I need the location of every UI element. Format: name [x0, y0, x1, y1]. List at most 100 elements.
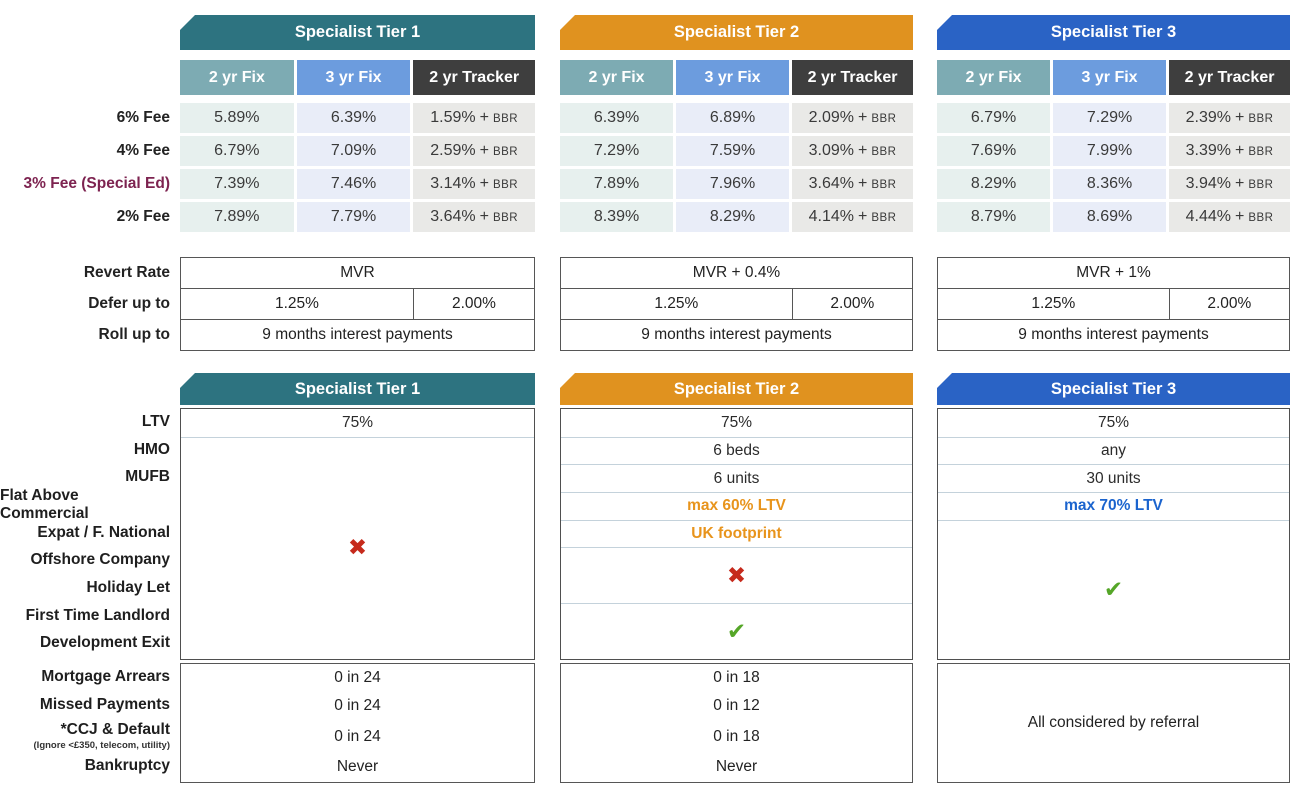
defer-value-2: 2.00%: [452, 295, 496, 312]
missed-payments-value: 0 in 24: [334, 697, 381, 714]
bankruptcy-label: Bankruptcy: [84, 757, 170, 774]
column-header-2yr-tracker: 2 yr Tracker: [413, 60, 536, 95]
roll-up-value: 9 months interest payments: [561, 319, 912, 350]
fee-row-label: 4% Fee: [116, 142, 170, 159]
rate-cell: 7.09%: [296, 136, 411, 166]
tier2-rates-table: Specialist Tier 2 2 yr Fix 3 yr Fix 2 yr…: [560, 15, 913, 232]
rate-cell: 8.29%: [937, 169, 1051, 199]
rate-row: 7.29% 7.59% 3.09% + BBR: [560, 136, 913, 166]
rate-cell: 6.79%: [937, 103, 1051, 133]
tier2-adverse-table: 0 in 18 0 in 12 0 in 18 Never: [560, 663, 913, 783]
tier2-criteria-merged-cross: ✖: [561, 547, 912, 602]
criteria-row-label: HMO: [133, 440, 170, 458]
fee-row-label: 2% Fee: [116, 208, 170, 225]
mortgage-arrears-value: 0 in 24: [334, 669, 381, 686]
revert-rate-value: MVR + 1%: [1076, 264, 1151, 281]
defer-value-1: 1.25%: [938, 289, 1170, 319]
ccj-note: (Ignore <£350, telecom, utility): [33, 739, 170, 751]
column-header-2yr-tracker: 2 yr Tracker: [792, 60, 913, 95]
rates-section: 6% Fee 4% Fee 3% Fee (Special Ed) 2% Fee…: [0, 15, 1300, 235]
expat-f-national-value: UK footprint: [561, 519, 912, 548]
adverse-referral-value: All considered by referral: [1027, 714, 1200, 731]
tier3-criteria-table: 75% any 30 units max 70% LTV ✔: [937, 408, 1290, 660]
check-icon: ✔: [1103, 576, 1124, 602]
tier3-rates-table: Specialist Tier 3 2 yr Fix 3 yr Fix 2 yr…: [937, 15, 1290, 232]
defer-value-1: 1.25%: [181, 289, 414, 319]
defer-row: 1.25% 2.00%: [181, 288, 534, 319]
tier2-criteria-merged-check: ✔: [561, 602, 912, 658]
rate-cell: 6.89%: [676, 103, 790, 133]
rate-row: 6.39% 6.89% 2.09% + BBR: [560, 103, 913, 133]
rate-cell-tracker: 4.44% + BBR: [1169, 202, 1290, 232]
mortgage-arrears-label: Mortgage Arrears: [41, 668, 170, 685]
tier1-adverse-table: 0 in 24 0 in 24 0 in 24 Never: [180, 663, 535, 783]
rate-cell-tracker: 2.39% + BBR: [1169, 103, 1290, 133]
hmo-value: any: [938, 436, 1289, 465]
rate-cell: 7.89%: [180, 202, 294, 232]
rate-cell: 7.96%: [676, 169, 790, 199]
revert-label-gutter: Revert Rate Defer up to Roll up to: [0, 257, 180, 351]
fee-row-label: 6% Fee: [116, 109, 170, 126]
roll-up-value: 9 months interest payments: [938, 319, 1289, 350]
tier3-revert-table: MVR + 1% 1.25% 2.00% 9 months interest p…: [937, 257, 1290, 351]
column-header-3yr-fix: 3 yr Fix: [1053, 60, 1167, 95]
criteria-row-label: Flat Above Commercial: [0, 486, 89, 522]
rate-row: 6.79% 7.29% 2.39% + BBR: [937, 103, 1290, 133]
rate-cell-tracker: 4.14% + BBR: [792, 202, 913, 232]
rate-cell: 8.79%: [937, 202, 1051, 232]
mortgage-arrears-value: 0 in 18: [713, 669, 760, 686]
defer-value-1: 1.25%: [561, 289, 793, 319]
revert-rate-value: MVR: [340, 264, 375, 281]
criteria-row-label: MUFB: [125, 468, 170, 486]
criteria-row-label: LTV: [141, 412, 170, 430]
tier2-header: Specialist Tier 2: [560, 15, 913, 50]
mufb-value: 30 units: [938, 464, 1289, 492]
rate-cell-tracker: 3.14% + BBR: [413, 169, 536, 199]
adverse-label-gutter: Mortgage Arrears Missed Payments *CCJ & …: [0, 663, 180, 780]
criteria-row-label: Holiday Let: [86, 578, 170, 596]
product-column-headers: 2 yr Fix 3 yr Fix 2 yr Tracker: [937, 60, 1290, 95]
defer-value-2: 2.00%: [1207, 295, 1252, 312]
criteria-row-label: Offshore Company: [30, 551, 170, 569]
column-header-3yr-fix: 3 yr Fix: [676, 60, 790, 95]
rate-cell: 6.39%: [296, 103, 411, 133]
rate-cell: 7.39%: [180, 169, 294, 199]
criteria-label-gutter: LTV HMO MUFB Flat Above Commercial Expat…: [0, 373, 180, 657]
roll-up-value: 9 months interest payments: [181, 319, 534, 350]
rate-cell: 7.29%: [1053, 103, 1167, 133]
rate-row: 6.79% 7.09% 2.59% + BBR: [180, 136, 536, 166]
flat-above-commercial-value: max 70% LTV: [938, 492, 1289, 520]
ccj-default-value: 0 in 24: [334, 727, 381, 745]
rate-cell: 8.29%: [676, 202, 790, 232]
criteria-row-label: Expat / F. National: [37, 523, 170, 541]
rate-cell-tracker: 3.39% + BBR: [1169, 136, 1290, 166]
defer-row: 1.25% 2.00%: [938, 288, 1289, 319]
rates-label-gutter: 6% Fee 4% Fee 3% Fee (Special Ed) 2% Fee: [0, 15, 180, 235]
missed-payments-value: 0 in 12: [713, 697, 760, 714]
tier2-criteria-table: 75% 6 beds 6 units max 60% LTV UK footpr…: [560, 408, 913, 660]
criteria-row-label: Development Exit: [39, 634, 170, 652]
rate-row: 5.89% 6.39% 1.59% + BBR: [180, 103, 536, 133]
rate-cell: 7.29%: [560, 136, 674, 166]
rate-row: 7.89% 7.79% 3.64% + BBR: [180, 202, 536, 232]
adverse-section: Mortgage Arrears Missed Payments *CCJ & …: [0, 663, 1300, 783]
rate-cell: 8.69%: [1053, 202, 1167, 232]
rate-cell: 8.39%: [560, 202, 674, 232]
tier1-criteria-merged: ✖: [181, 436, 534, 659]
rate-cell-tracker: 2.09% + BBR: [792, 103, 913, 133]
rate-cell-tracker: 3.64% + BBR: [413, 202, 536, 232]
rate-cell: 6.39%: [560, 103, 674, 133]
rate-cell: 5.89%: [180, 103, 294, 133]
tier1-revert-table: MVR 1.25% 2.00% 9 months interest paymen…: [180, 257, 535, 351]
rate-cell: 7.99%: [1053, 136, 1167, 166]
rate-cell: 7.89%: [560, 169, 674, 199]
bankruptcy-value: Never: [715, 758, 758, 775]
ltv-value: 75%: [1097, 413, 1130, 431]
rate-cell-tracker: 3.94% + BBR: [1169, 169, 1290, 199]
bankruptcy-value: Never: [336, 758, 379, 775]
mufb-value: 6 units: [561, 464, 912, 492]
tier3-criteria: Specialist Tier 3 75% any 30 units max 7…: [937, 373, 1290, 660]
rate-row: 7.39% 7.46% 3.14% + BBR: [180, 169, 536, 199]
criteria-section: LTV HMO MUFB Flat Above Commercial Expat…: [0, 373, 1300, 660]
